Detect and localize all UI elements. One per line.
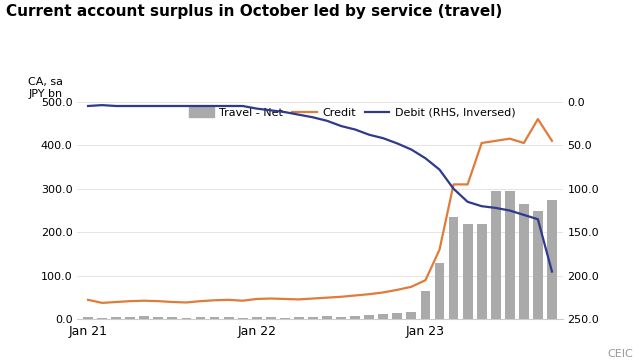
Bar <box>224 317 234 319</box>
Bar <box>280 318 290 319</box>
Bar <box>533 211 543 319</box>
Bar <box>322 317 332 319</box>
Bar <box>125 317 135 319</box>
Bar <box>196 317 205 319</box>
Bar <box>463 224 472 319</box>
Bar <box>378 314 388 319</box>
Legend: Travel - Net, Credit, Debit (RHS, Inversed): Travel - Net, Credit, Debit (RHS, Invers… <box>189 107 515 118</box>
Bar <box>336 317 346 319</box>
Text: Current account surplus in October led by service (travel): Current account surplus in October led b… <box>6 4 502 19</box>
Bar <box>97 318 107 319</box>
Bar <box>547 200 557 319</box>
Bar <box>519 204 529 319</box>
Bar <box>140 316 149 319</box>
Bar <box>210 317 220 319</box>
Bar <box>168 317 177 319</box>
Text: CA, sa
JPY bn: CA, sa JPY bn <box>28 77 63 99</box>
Bar <box>435 263 444 319</box>
Bar <box>252 317 262 319</box>
Bar <box>449 217 458 319</box>
Text: CEIC: CEIC <box>608 349 634 359</box>
Bar <box>83 317 93 319</box>
Bar <box>308 317 318 319</box>
Bar <box>477 224 486 319</box>
Bar <box>111 317 121 319</box>
Bar <box>420 291 430 319</box>
Bar <box>294 317 304 319</box>
Bar <box>392 313 402 319</box>
Bar <box>491 191 500 319</box>
Bar <box>266 317 276 319</box>
Bar <box>350 316 360 319</box>
Bar <box>238 318 248 319</box>
Bar <box>364 315 374 319</box>
Bar <box>406 311 416 319</box>
Bar <box>182 318 191 319</box>
Bar <box>154 317 163 319</box>
Bar <box>505 191 515 319</box>
